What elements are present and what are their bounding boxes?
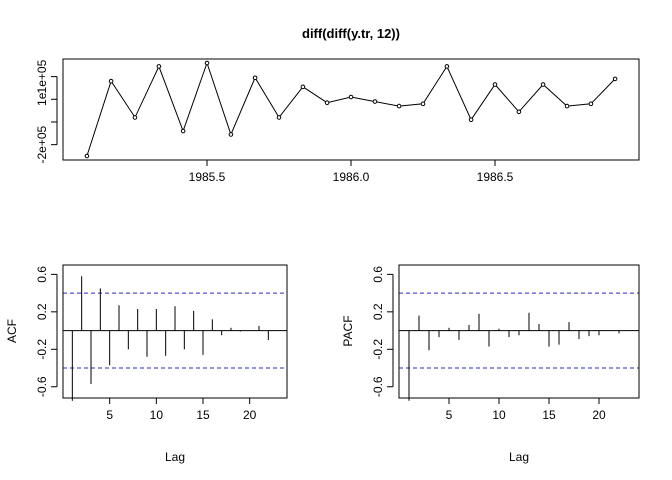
acf-ylabel: ACF bbox=[5, 319, 19, 343]
x-tick-label: 1985.5 bbox=[189, 170, 226, 184]
x-tick-label: 1986.0 bbox=[333, 170, 370, 184]
acf-y-tick-label: 0.6 bbox=[35, 266, 49, 283]
acf-x-tick-label: 10 bbox=[150, 408, 164, 422]
acf-frame bbox=[62, 264, 288, 399]
data-point bbox=[468, 117, 474, 123]
data-point bbox=[108, 78, 114, 84]
pacf-y-tick-label: 0.6 bbox=[371, 266, 385, 283]
data-point bbox=[348, 94, 354, 100]
data-point bbox=[516, 109, 522, 115]
pacf-xlabel: Lag bbox=[509, 450, 529, 464]
y-tick-label: 1e+05 bbox=[35, 59, 49, 93]
pacf-x-tick-label: 5 bbox=[446, 408, 453, 422]
pacf-marks: 5 10 15 20 -0.6 -0.2 0.2 0.6 bbox=[371, 266, 639, 422]
acf-y-tick-label: -0.6 bbox=[35, 376, 49, 397]
acf-marks: 5 10 15 20 -0.6 -0.2 0.2 0.6 bbox=[35, 266, 287, 422]
data-point bbox=[156, 64, 162, 69]
x-tick-label: 1986.5 bbox=[477, 170, 514, 184]
pacf-y-tick-label: -0.2 bbox=[371, 339, 385, 360]
data-point bbox=[420, 101, 426, 107]
data-point bbox=[396, 103, 402, 109]
pacf-x-tick-label: 15 bbox=[542, 408, 556, 422]
pacf-frame bbox=[398, 264, 640, 399]
pacf-x-tick-label: 10 bbox=[492, 408, 506, 422]
acf-y-tick-label: -0.2 bbox=[35, 339, 49, 360]
data-point bbox=[252, 75, 258, 81]
acf-xlabel: Lag bbox=[165, 450, 185, 464]
data-point bbox=[540, 82, 546, 87]
pacf-y-tick-label: -0.6 bbox=[371, 376, 385, 397]
pacf-panel: 5 10 15 20 -0.6 -0.2 0.2 0.6 Lag PACF bbox=[341, 264, 640, 464]
pacf-ylabel: PACF bbox=[341, 315, 355, 346]
acf-x-tick-label: 15 bbox=[196, 408, 210, 422]
acf-x-tick-label: 20 bbox=[243, 408, 257, 422]
timeseries-panel: diff(diff(y.tr, 12)) 1985.5 1986.0 1986.5 -… bbox=[35, 26, 640, 184]
data-point bbox=[444, 64, 450, 69]
data-point bbox=[132, 115, 138, 120]
data-point bbox=[372, 99, 378, 104]
data-point bbox=[180, 128, 186, 134]
acf-x-tick-label: 5 bbox=[106, 408, 113, 422]
acf-panel: 5 10 15 20 -0.6 -0.2 0.2 0.6 Lag ACF bbox=[5, 264, 288, 464]
pacf-x-tick-label: 20 bbox=[592, 408, 606, 422]
data-point bbox=[84, 153, 90, 159]
data-point bbox=[492, 82, 498, 87]
data-point bbox=[228, 132, 234, 137]
data-point bbox=[300, 84, 306, 90]
timeseries-frame bbox=[62, 58, 640, 161]
series-line bbox=[86, 61, 616, 157]
timeseries-title: diff(diff(y.tr, 12)) bbox=[302, 26, 400, 41]
pacf-y-tick-label: 0.2 bbox=[371, 303, 385, 320]
y-tick-label: 1e bbox=[35, 92, 49, 106]
data-point bbox=[276, 115, 282, 120]
data-point bbox=[564, 103, 570, 109]
acf-y-tick-label: 0.2 bbox=[35, 303, 49, 320]
data-point bbox=[588, 101, 594, 107]
data-point bbox=[204, 60, 210, 66]
data-point bbox=[324, 100, 330, 105]
data-point bbox=[612, 76, 618, 82]
y-tick-label: -2e+05 bbox=[35, 125, 49, 163]
